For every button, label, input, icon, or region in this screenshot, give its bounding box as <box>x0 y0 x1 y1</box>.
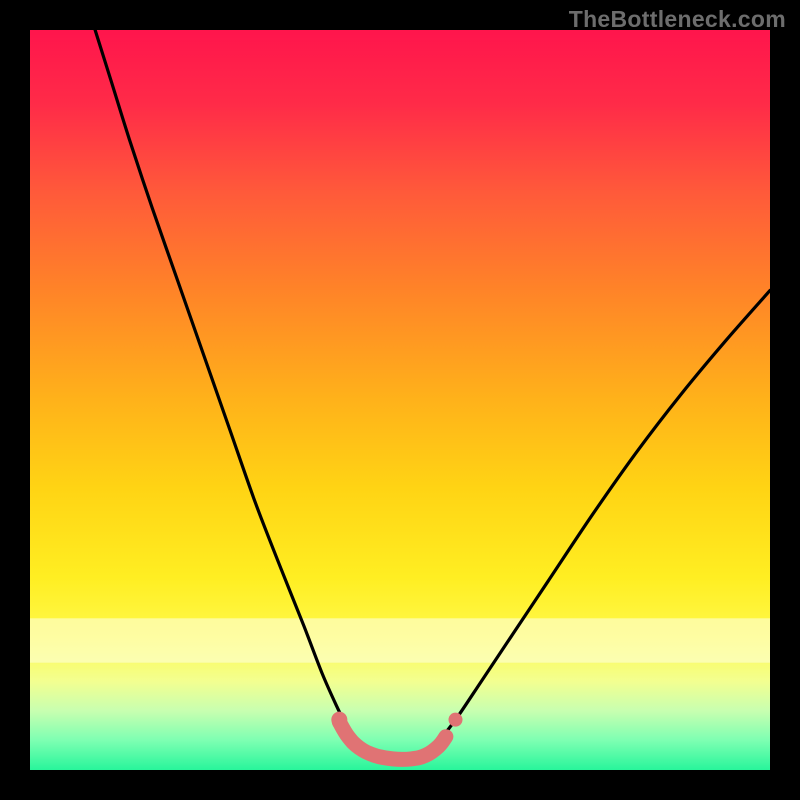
chart-frame: TheBottleneck.com <box>0 0 800 800</box>
pale-band <box>30 618 770 662</box>
valley-end-dot-0 <box>331 712 347 728</box>
bottleneck-chart <box>0 0 800 800</box>
valley-end-dot-1 <box>449 713 463 727</box>
watermark-text: TheBottleneck.com <box>569 6 786 33</box>
